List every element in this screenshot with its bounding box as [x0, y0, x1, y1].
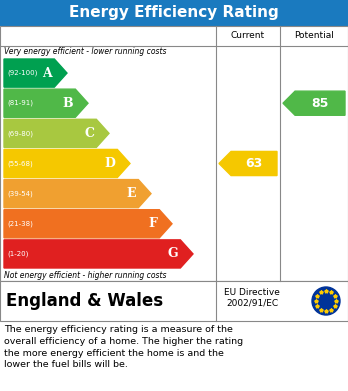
- Text: (69-80): (69-80): [7, 130, 33, 136]
- Polygon shape: [4, 89, 88, 117]
- Bar: [0, 0, 348, 26]
- Text: England & Wales: England & Wales: [6, 292, 163, 310]
- Text: Potential: Potential: [294, 32, 334, 41]
- Text: E: E: [127, 187, 136, 200]
- Text: B: B: [63, 97, 73, 110]
- Polygon shape: [4, 240, 193, 268]
- Text: D: D: [104, 157, 115, 170]
- Text: Energy Efficiency Rating: Energy Efficiency Rating: [69, 5, 279, 20]
- Polygon shape: [4, 59, 67, 87]
- Text: C: C: [84, 127, 94, 140]
- Text: 85: 85: [311, 97, 329, 110]
- Text: EU Directive
2002/91/EC: EU Directive 2002/91/EC: [224, 288, 280, 308]
- Text: (55-68): (55-68): [7, 160, 33, 167]
- Bar: [0, 26, 348, 281]
- Text: (81-91): (81-91): [7, 100, 33, 106]
- Text: A: A: [42, 66, 52, 80]
- Text: G: G: [168, 248, 178, 260]
- Text: Current: Current: [231, 32, 265, 41]
- Text: F: F: [149, 217, 157, 230]
- Polygon shape: [219, 151, 277, 176]
- Polygon shape: [4, 119, 109, 147]
- Circle shape: [312, 287, 340, 315]
- Text: Very energy efficient - lower running costs: Very energy efficient - lower running co…: [4, 47, 166, 57]
- Text: The energy efficiency rating is a measure of the
overall efficiency of a home. T: The energy efficiency rating is a measur…: [4, 325, 243, 369]
- Text: (92-100): (92-100): [7, 70, 37, 76]
- Text: (39-54): (39-54): [7, 190, 33, 197]
- Polygon shape: [4, 210, 172, 238]
- Text: (21-38): (21-38): [7, 221, 33, 227]
- Text: Not energy efficient - higher running costs: Not energy efficient - higher running co…: [4, 271, 166, 280]
- Text: (1-20): (1-20): [7, 251, 29, 257]
- Bar: [0, 281, 348, 321]
- Polygon shape: [4, 179, 151, 208]
- Polygon shape: [4, 149, 130, 178]
- Text: 63: 63: [245, 157, 263, 170]
- Polygon shape: [283, 91, 345, 115]
